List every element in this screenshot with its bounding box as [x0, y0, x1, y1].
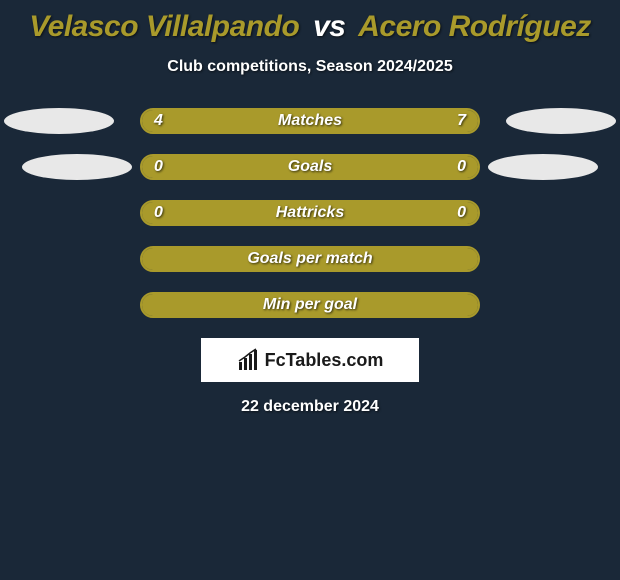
bar-fill-full [142, 294, 478, 316]
bar-fill-right [310, 156, 478, 178]
branding-box: FcTables.com [201, 338, 419, 382]
vs-separator: vs [313, 10, 345, 43]
stat-value-right: 0 [457, 158, 466, 176]
stat-value-left: 0 [154, 204, 163, 222]
bar-fill-right [264, 110, 478, 132]
stat-value-right: 7 [457, 112, 466, 130]
comparison-chart: 47Matches00Goals00HattricksGoals per mat… [0, 108, 620, 318]
stat-bar: 47Matches [140, 108, 480, 134]
stat-row: Min per goal [0, 292, 620, 318]
stat-value-left: 4 [154, 112, 163, 130]
stat-bar: 00Goals [140, 154, 480, 180]
player1-avatar [22, 154, 132, 180]
stat-bar: Min per goal [140, 292, 480, 318]
chart-icon [237, 348, 261, 372]
stat-value-left: 0 [154, 158, 163, 176]
date-text: 22 december 2024 [0, 398, 620, 416]
player1-avatar [4, 108, 114, 134]
bar-fill-left [142, 202, 310, 224]
player2-name: Acero Rodríguez [358, 10, 591, 43]
comparison-title: Velasco Villalpando vs Acero Rodríguez [0, 0, 620, 44]
bar-fill-left [142, 156, 310, 178]
stat-bar: 00Hattricks [140, 200, 480, 226]
stat-value-right: 0 [457, 204, 466, 222]
stat-bar: Goals per match [140, 246, 480, 272]
stat-row: 47Matches [0, 108, 620, 134]
bar-fill-full [142, 248, 478, 270]
stat-row: 00Hattricks [0, 200, 620, 226]
player2-avatar [488, 154, 598, 180]
player1-name: Velasco Villalpando [29, 10, 299, 43]
bar-fill-right [310, 202, 478, 224]
stat-row: Goals per match [0, 246, 620, 272]
season-subtitle: Club competitions, Season 2024/2025 [0, 58, 620, 76]
stat-row: 00Goals [0, 154, 620, 180]
player2-avatar [506, 108, 616, 134]
branding-text: FcTables.com [265, 350, 384, 371]
